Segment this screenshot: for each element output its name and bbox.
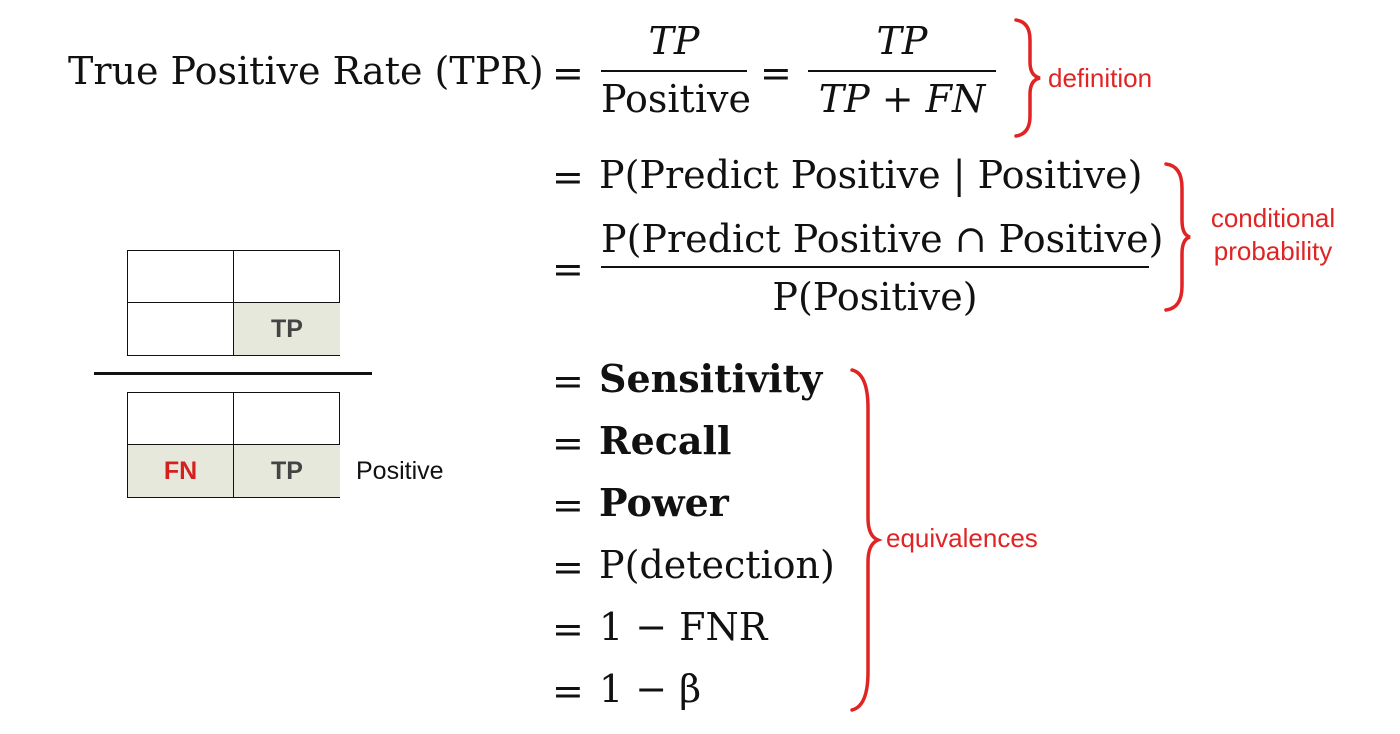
equals-sign-6: = (552, 421, 584, 465)
fraction-denominator-p-positive: P(Positive) (772, 275, 978, 319)
equals-sign-3: = (552, 155, 584, 199)
sensitivity-term: Sensitivity (599, 356, 823, 401)
equals-sign-9: = (552, 607, 584, 651)
equals-sign-4: = (552, 247, 584, 291)
numerator-confusion-matrix: TP (127, 250, 340, 356)
matrix-cell-top-left (128, 393, 234, 445)
fn-label: FN (163, 456, 198, 485)
tp-label: TP (271, 456, 303, 485)
fraction-denominator-positive: Positive (601, 77, 751, 121)
equivalences-brace (850, 368, 883, 712)
tp-label: TP (271, 314, 303, 343)
fraction-tp-over-positive: TP Positive (601, 18, 751, 121)
equals-sign-7: = (552, 483, 584, 527)
fraction-numerator-intersection: P(Predict Positive ∩ Positive) (601, 217, 1164, 261)
conditional-annotation-line-1: conditional (1210, 203, 1336, 233)
equals-sign-5: = (552, 359, 584, 403)
definition-brace (1014, 18, 1041, 138)
fraction-numerator-tp: TP (648, 19, 700, 63)
power-term: Power (599, 480, 729, 525)
recall-term: Recall (599, 418, 732, 463)
matrix-cell-tp: TP (234, 445, 340, 497)
equals-sign-8: = (552, 545, 584, 589)
fraction-intersection-over-positive: P(Predict Positive ∩ Positive) P(Positiv… (601, 217, 1164, 319)
one-minus-fnr-term: 1 − FNR (599, 605, 768, 649)
denominator-confusion-matrix: FN TP (127, 392, 340, 498)
fraction-bar (601, 70, 747, 72)
definition-annotation: definition (1048, 63, 1153, 93)
matrix-cell-bottom-left (128, 303, 234, 355)
conditional-annotation-line-2: probability (1213, 235, 1333, 266)
fraction-denominator-tp-plus-fn: TP + FN (818, 77, 986, 121)
one-minus-beta-term: 1 − β (599, 667, 702, 711)
matrix-cell-fn: FN (128, 445, 234, 497)
fraction-numerator-tp: TP (876, 19, 928, 63)
matrix-cell-top-left (128, 251, 234, 303)
conditional-probability-brace (1164, 162, 1191, 312)
fraction-divider-line (94, 372, 372, 375)
fraction-bar (808, 70, 996, 72)
fraction-bar (601, 266, 1149, 268)
matrix-cell-top-right (234, 393, 340, 445)
positive-row-label: Positive (356, 457, 444, 485)
tpr-label: True Positive Rate (TPR) (68, 49, 544, 93)
matrix-cell-tp: TP (234, 303, 340, 355)
conditional-probability-expression: P(Predict Positive | Positive) (599, 153, 1143, 197)
matrix-cell-top-right (234, 251, 340, 303)
equivalences-annotation: equivalences (886, 523, 1038, 553)
equals-sign-10: = (552, 669, 584, 713)
fraction-tp-over-tp-plus-fn: TP TP + FN (808, 18, 996, 118)
detection-term: P(detection) (599, 543, 835, 587)
equals-sign-2: = (760, 51, 792, 95)
conditional-probability-annotation: conditional probability (1198, 202, 1348, 267)
equals-sign-1: = (552, 51, 584, 95)
